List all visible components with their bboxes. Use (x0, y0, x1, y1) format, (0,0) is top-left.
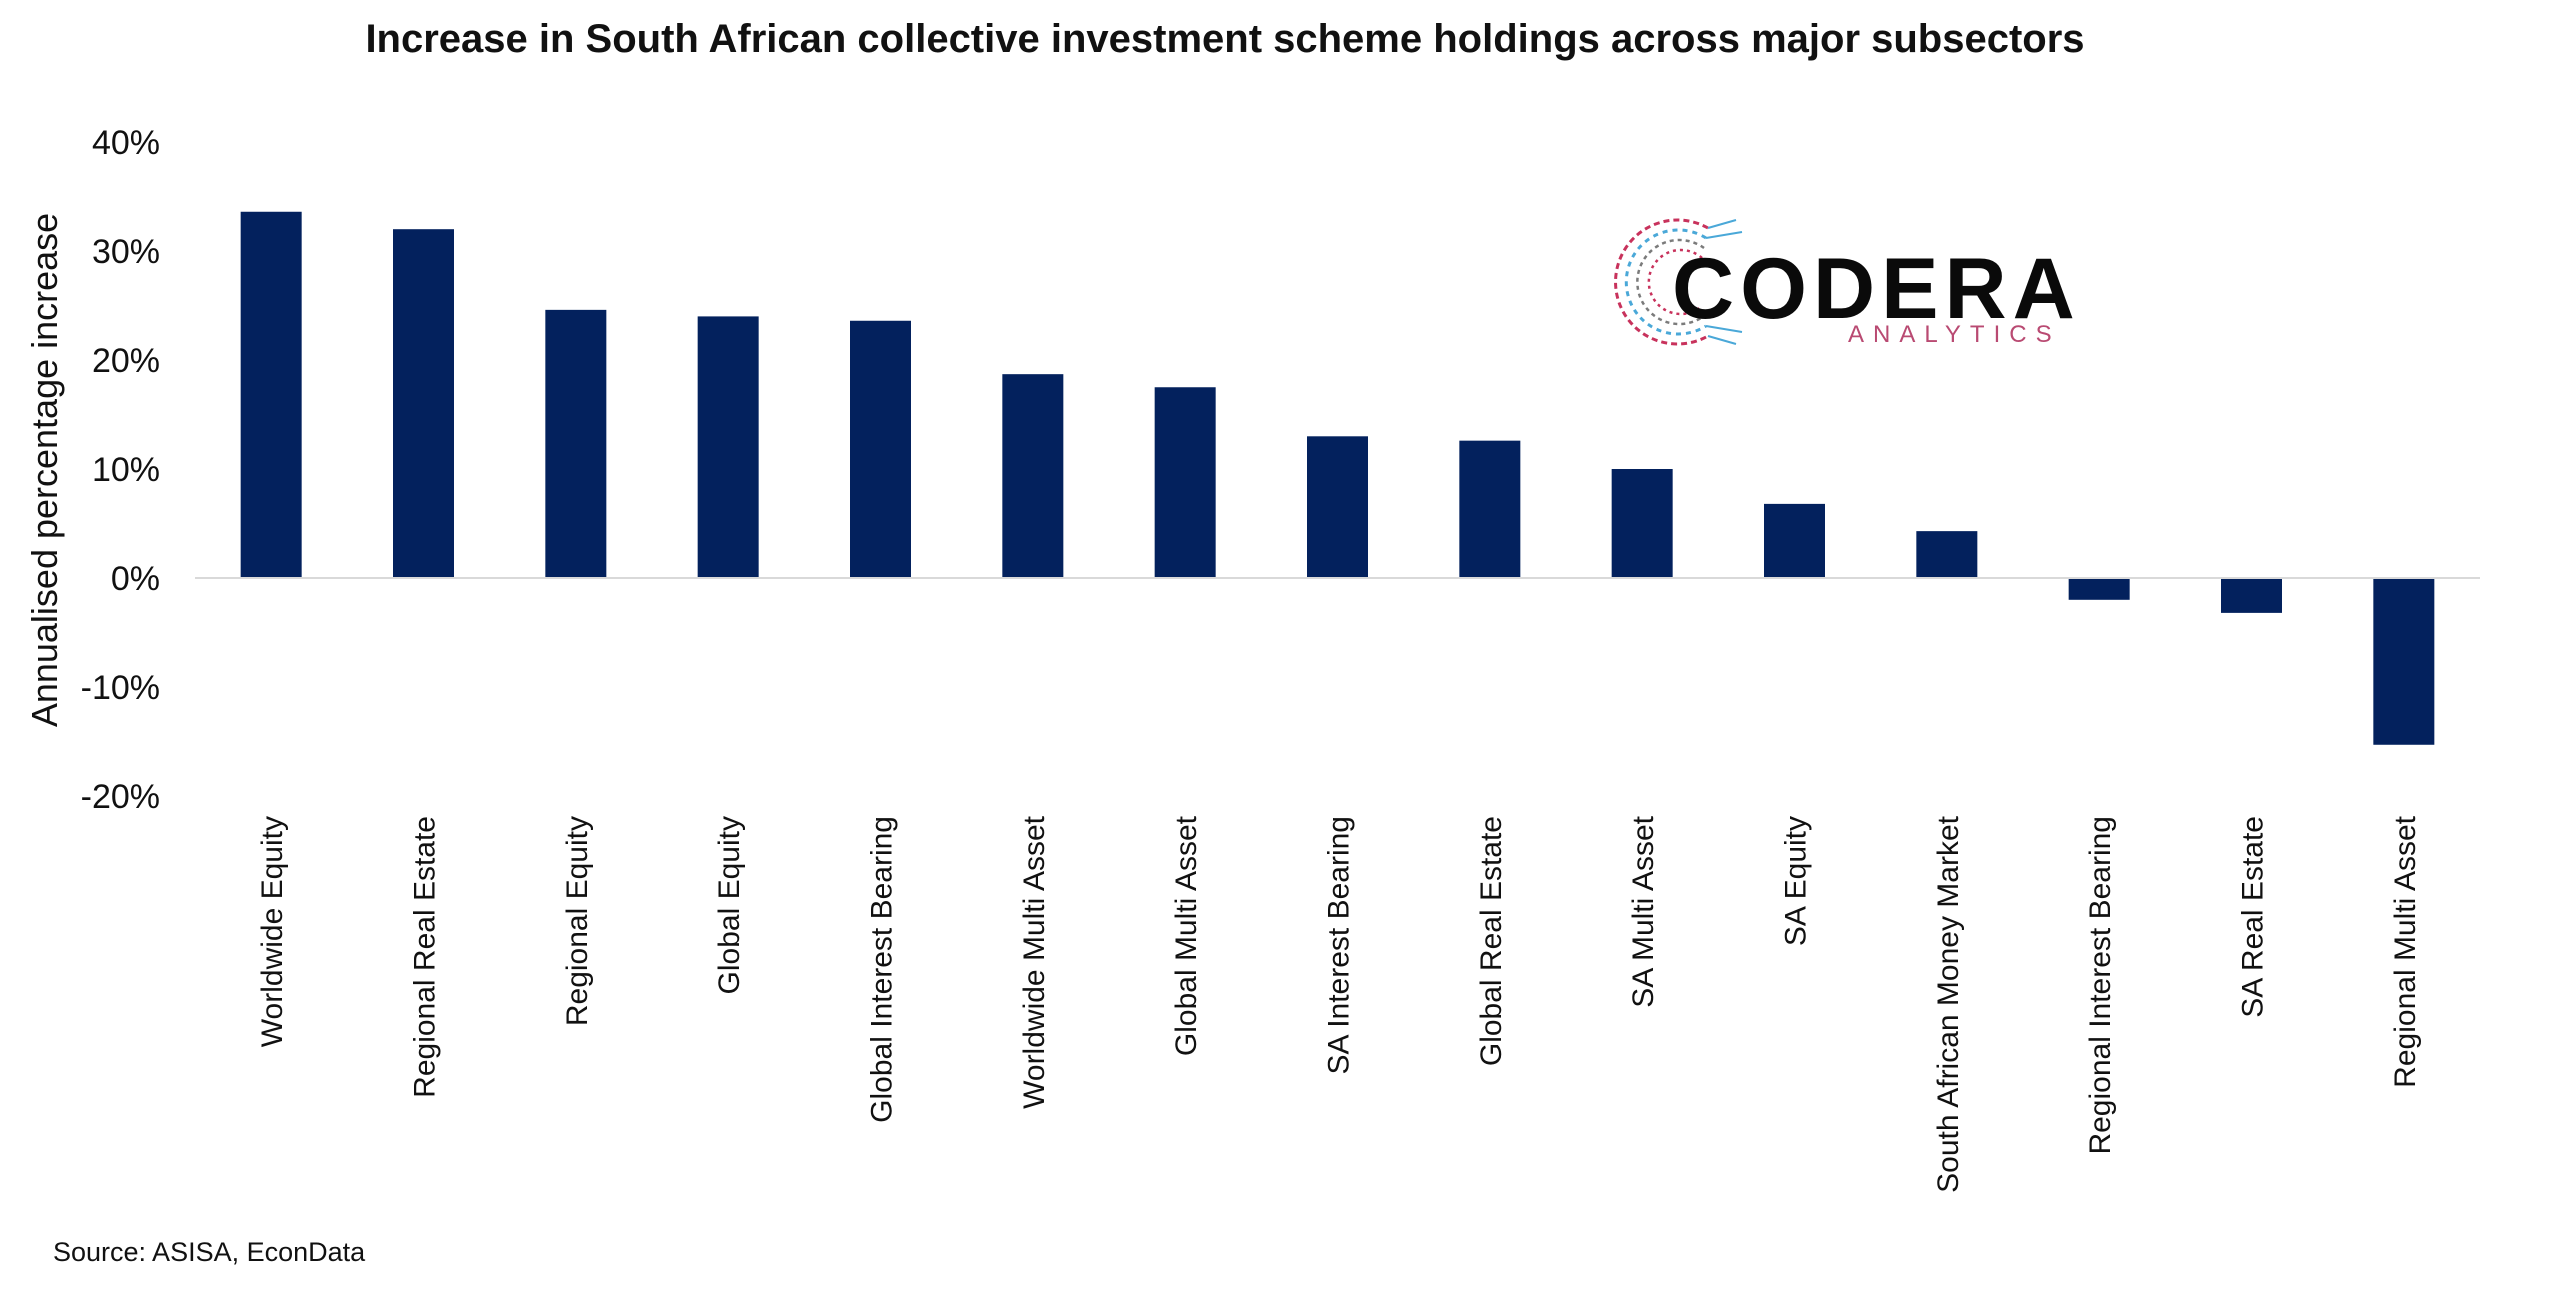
y-axis-ticks: 40% 30% 20% 10% 0% -10% -20% (81, 124, 160, 816)
bar (2068, 578, 2130, 600)
bar (850, 320, 911, 578)
category-label: Regional Interest Bearing (2084, 816, 2117, 1155)
category-label: Regional Equity (561, 816, 594, 1026)
category-label: SA Multi Asset (1627, 815, 1660, 1007)
category-label: Global Equity (713, 816, 746, 994)
category-label: Regional Real Estate (409, 816, 442, 1098)
category-label: Global Interest Bearing (866, 816, 899, 1123)
logo-tagline: ANALYTICS (1848, 321, 2061, 348)
y-axis-label: Annualised percentage increase (24, 213, 65, 727)
chart-title: Increase in South African collective inv… (365, 17, 2084, 61)
category-label: Global Real Estate (1475, 816, 1508, 1066)
bar (1611, 469, 1673, 578)
logo-circuit-icon (1614, 218, 1743, 346)
y-tick-label: -10% (81, 669, 160, 707)
category-label: Worldwide Multi Asset (1018, 815, 1051, 1109)
bar (2373, 578, 2435, 745)
category-label: Regional Multi Asset (2389, 815, 2422, 1087)
category-label: SA Equity (1780, 816, 1813, 946)
category-label: SA Interest Bearing (1323, 816, 1356, 1075)
logo-wordmark: CODERA (1672, 241, 2081, 337)
bar (393, 229, 454, 578)
bar (240, 211, 302, 578)
category-labels: Worldwide Equity Regional Real Estate Regi… (256, 815, 2422, 1193)
bar (1154, 387, 1216, 578)
bar (1459, 440, 1521, 578)
bar (1764, 503, 1825, 578)
y-tick-label: 30% (92, 233, 160, 271)
y-tick-label: 0% (111, 560, 160, 598)
y-tick-label: 10% (92, 451, 160, 489)
y-tick-label: 20% (92, 342, 160, 380)
category-label: SA Real Estate (2237, 816, 2270, 1018)
codera-logo: CODERA ANALYTICS (1614, 218, 2081, 348)
bars-group (240, 211, 2435, 745)
y-tick-label: 40% (92, 124, 160, 162)
bar (1916, 531, 1978, 578)
source-note: Source: ASISA, EconData (53, 1237, 366, 1267)
bar (545, 309, 607, 578)
category-label: South African Money Market (1932, 815, 1965, 1193)
y-tick-label: -20% (81, 778, 160, 816)
bar (1002, 374, 1064, 578)
bar (697, 316, 759, 578)
category-label: Global Multi Asset (1170, 815, 1203, 1056)
bar (2221, 578, 2282, 613)
category-label: Worldwide Equity (256, 816, 289, 1047)
bar (1307, 436, 1368, 578)
